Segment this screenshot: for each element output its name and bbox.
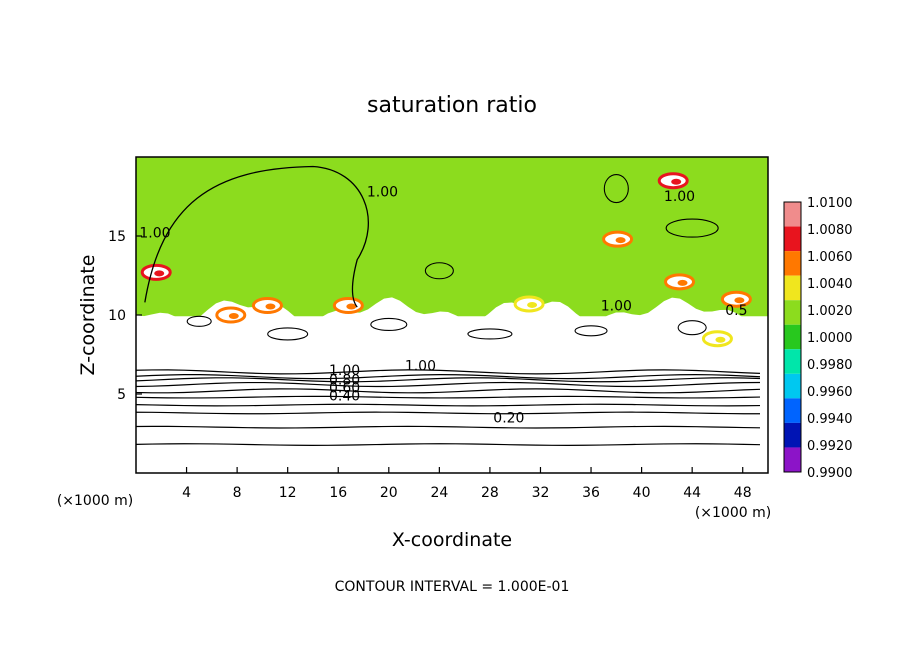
colorbar-swatch [784, 251, 801, 276]
x-tick-label: 36 [582, 485, 600, 501]
chart-title: saturation ratio [367, 93, 537, 118]
contour-label: 1.00 [664, 189, 695, 205]
contour-line [136, 369, 761, 375]
supersaturation-core [677, 279, 688, 286]
colorbar-swatch [784, 349, 801, 374]
subsaturated-region [136, 297, 768, 473]
colorbar-swatch [784, 300, 801, 325]
contour-label: 0.80 [329, 373, 360, 389]
supersaturation-core [346, 303, 357, 310]
colorbar-label: 0.9980 [807, 358, 853, 373]
x-tick-label: 20 [380, 485, 398, 501]
contour-line-1-00 [144, 165, 369, 308]
colorbar-label: 1.0100 [807, 196, 853, 211]
colorbar-label: 0.9940 [807, 412, 853, 427]
plot-area: 1.001.00 1.001.001.000.51.000.800.600.400… [136, 157, 768, 473]
x-tick-label: 24 [430, 485, 448, 501]
contour-line [136, 377, 761, 383]
supersaturation-core [154, 270, 165, 277]
contour-loop [665, 218, 719, 238]
contour-label: 1.00 [367, 185, 398, 201]
contour-loop [186, 315, 212, 327]
contour-label: 0.40 [329, 388, 360, 404]
contour-label: 0.5 [725, 303, 747, 319]
contour-line [136, 443, 761, 446]
colorbar-swatch [784, 275, 801, 301]
x-tick-label: 40 [633, 485, 651, 501]
contour-loop [267, 327, 309, 341]
contour-interval-note: CONTOUR INTERVAL = 1.000E-01 [335, 579, 570, 595]
contour-label: 1.00 [329, 363, 360, 379]
supersaturation-core [715, 336, 726, 343]
x-tick-label: 16 [329, 485, 347, 501]
contour-label: 1.00 [139, 226, 170, 242]
supersaturation-core [615, 237, 626, 244]
x-tick-label: 28 [481, 485, 499, 501]
contour-line [136, 374, 761, 380]
contour-loop [424, 262, 454, 280]
supersaturation-core [734, 297, 745, 304]
contour-line [136, 395, 761, 399]
contour-label: 1.00 [405, 358, 436, 374]
contour-line [136, 381, 761, 388]
x-tick-label: 12 [279, 485, 297, 501]
contour-loop [574, 325, 608, 337]
x-axis-unit: (×1000 m) [695, 505, 771, 521]
contour-loop [370, 317, 408, 332]
colorbar-label: 1.0060 [807, 250, 853, 265]
colorbar-label: 1.0080 [807, 223, 853, 238]
y-tick-label: 15 [108, 229, 126, 245]
supersaturation-core [527, 301, 538, 308]
contour-line [136, 425, 761, 429]
colorbar-label: 1.0000 [807, 331, 853, 346]
y-axis-unit: (×1000 m) [57, 493, 133, 509]
x-tick-label: 32 [532, 485, 550, 501]
colorbar-swatch [784, 447, 801, 472]
y-axis: 5 10 15 [108, 229, 142, 403]
colorbar-label: 1.0020 [807, 304, 853, 319]
y-tick-label: 10 [108, 308, 126, 324]
x-tick-label: 48 [734, 485, 752, 501]
contour-loop [677, 320, 707, 336]
contour-line [136, 403, 761, 407]
contour-loop [603, 174, 629, 204]
x-axis-label: X-coordinate [392, 529, 512, 551]
contour-loop [467, 328, 513, 340]
contour-label: 1.00 [601, 298, 632, 314]
supersaturation-core [228, 313, 239, 319]
colorbar-swatch [784, 324, 801, 350]
colorbar-swatch [784, 398, 801, 423]
contour-label: 0.60 [329, 380, 360, 396]
colorbar-label: 0.9900 [807, 466, 853, 481]
supersaturation-core [671, 178, 682, 185]
supersaturation-core [265, 303, 276, 310]
colorbar-swatch [784, 226, 801, 252]
contour-line [136, 411, 761, 415]
x-tick-label: 44 [683, 485, 701, 501]
x-tick-label: 8 [233, 485, 242, 501]
colorbar: 1.0100 1.0080 1.0060 1.0040 1.0020 1.0000 0.99… [783, 196, 853, 481]
colorbar-label: 0.9920 [807, 439, 853, 454]
colorbar-label: 1.0040 [807, 277, 853, 292]
colorbar-label: 0.9960 [807, 385, 853, 400]
contour-label: 0.20 [493, 410, 524, 426]
x-axis: 4 8 12 16 20 24 28 32 36 40 44 48 [182, 467, 752, 501]
colorbar-swatch [784, 202, 801, 227]
colorbar-swatch [784, 422, 801, 448]
colorbar-frame [783, 201, 802, 473]
contour-line [136, 388, 761, 394]
x-tick-label: 4 [182, 485, 191, 501]
y-tick-label: 5 [117, 387, 126, 403]
y-axis-label: Z-coordinate [77, 255, 99, 376]
colorbar-swatch [784, 373, 801, 399]
